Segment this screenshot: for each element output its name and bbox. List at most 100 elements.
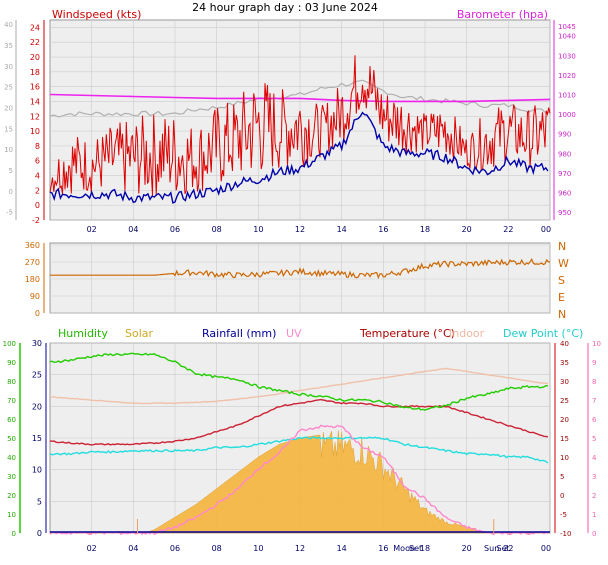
multi-panel: 1009080706050403020100302520151050403530…	[3, 327, 601, 553]
wind-tick-label: 12	[30, 112, 40, 121]
compass-label: N	[558, 308, 566, 321]
direction-grid	[50, 243, 551, 314]
temp-tick-label: 0	[560, 492, 564, 500]
hour-tick-label: 04	[128, 225, 138, 234]
wind-tick-label: 4	[35, 172, 40, 181]
uv-tick-label: 4	[592, 454, 597, 462]
grey-tick-label: 30	[4, 63, 13, 71]
humidity-tick-label: 40	[7, 454, 16, 462]
wind-tick-label: 20	[30, 53, 40, 62]
barometer-axis-title: Barometer (hpa)	[457, 8, 548, 21]
multi-legend: Humidity Solar Rainfall (mm) UV Temperat…	[58, 327, 583, 340]
hour-tick-label: 02	[87, 225, 97, 234]
hour-tick-label: 08	[212, 544, 222, 553]
grey-tick-label: -5	[6, 209, 13, 217]
legend-rainfall: Rainfall (mm)	[202, 327, 276, 340]
marker-label: Sun	[484, 544, 499, 553]
temp-tick-label: 15	[560, 435, 569, 443]
direction-line	[50, 258, 551, 280]
hour-tick-label: 18	[420, 544, 430, 553]
hour-tick-label: 10	[253, 225, 263, 234]
uv-tick-label: 5	[592, 435, 596, 443]
compass-label: N	[558, 240, 566, 253]
windspeed-axis-title: Windspeed (kts)	[52, 8, 141, 21]
uv-tick-label: 3	[592, 473, 596, 481]
wind-axes: 242220181614121086420-24035302520151050-…	[4, 20, 576, 234]
wind-tick-label: 24	[30, 23, 40, 32]
marker-label: Moon	[393, 544, 415, 553]
temp-tick-label: 5	[560, 473, 564, 481]
temp-tick-label: 25	[560, 397, 569, 405]
barometer-line	[49, 93, 551, 103]
baro-tick-label: 1020	[558, 72, 576, 80]
humidity-tick-label: 70	[7, 397, 16, 405]
direction-tick-label: 90	[30, 292, 40, 301]
humidity-tick-label: 90	[7, 359, 16, 367]
hour-tick-label: 22	[503, 544, 513, 553]
uv-tick-label: 1	[592, 511, 596, 519]
indoor-line	[49, 367, 548, 405]
compass-label: W	[558, 257, 569, 270]
grey-tick-label: 35	[4, 42, 13, 50]
uv-tick-label: 2	[592, 492, 596, 500]
uv-tick-label: 9	[592, 359, 596, 367]
hour-tick-label: 00	[541, 544, 551, 553]
humidity-line	[49, 352, 548, 411]
temp-tick-label: 10	[560, 454, 569, 462]
wind-tick-label: 22	[30, 38, 40, 47]
baro-tick-label: 1000	[558, 111, 576, 119]
solar-tick-label: 25	[32, 371, 42, 380]
windspeed-line	[49, 111, 549, 204]
grey-tick-label: 20	[4, 105, 13, 113]
legend-humidity: Humidity	[58, 327, 108, 340]
humidity-tick-label: 20	[7, 492, 16, 500]
humidity-tick-label: 10	[7, 511, 16, 519]
grey-tick-label: 10	[4, 146, 13, 154]
baro-tick-label: 1010	[558, 92, 576, 100]
dewpoint-line	[49, 436, 549, 464]
compass-label: S	[558, 274, 565, 287]
temp-tick-label: 30	[560, 378, 569, 386]
uv-tick-label: 6	[592, 416, 597, 424]
hour-tick-label: 08	[212, 225, 222, 234]
baro-tick-label: 970	[558, 170, 571, 178]
solar-tick-label: 20	[32, 402, 42, 411]
grey-tick-label: 5	[9, 167, 13, 175]
multi-axes: 1009080706050403020100302520151050403530…	[3, 339, 601, 553]
compass-label: E	[558, 291, 565, 304]
direction-layer	[50, 258, 551, 280]
barometer-layer	[49, 93, 551, 103]
wind-tick-label: -2	[32, 216, 40, 225]
humidity-tick-label: 80	[7, 378, 16, 386]
wind-tick-label: 8	[35, 142, 40, 151]
hour-tick-label: 04	[128, 544, 138, 553]
baro-tick-label: 960	[558, 190, 571, 198]
page-title: 24 hour graph day : 03 June 2024	[192, 1, 378, 14]
hour-tick-label: 16	[378, 225, 388, 234]
solar-tick-label: 30	[32, 339, 42, 348]
wind-tick-label: 18	[30, 68, 40, 77]
grey-series-layer	[49, 79, 551, 118]
wind-tick-label: 0	[35, 201, 40, 210]
wind-tick-label: 16	[30, 83, 40, 92]
wind-tick-label: 6	[35, 157, 40, 166]
wind-tick-label: 2	[35, 186, 40, 195]
solar-tick-label: 5	[37, 497, 42, 506]
baro-tick-label: 1045	[558, 23, 576, 31]
wind-tick-label: 10	[30, 127, 40, 136]
windspeed-layer	[49, 111, 549, 204]
baro-tick-label: 1040	[558, 33, 576, 41]
hour-tick-label: 06	[170, 225, 180, 234]
grey-tick-label: 15	[4, 125, 13, 133]
humidity-tick-label: 50	[7, 435, 16, 443]
temperature-line	[49, 398, 549, 446]
humidity-tick-label: 100	[3, 340, 16, 348]
legend-indoor: Indoor	[449, 327, 485, 340]
baro-tick-label: 950	[558, 209, 571, 217]
direction-tick-label: 0	[35, 309, 40, 318]
legend-temperature: Temperature (°C)	[359, 327, 455, 340]
humidity-tick-label: 60	[7, 416, 16, 424]
uv-tick-label: 10	[592, 340, 601, 348]
